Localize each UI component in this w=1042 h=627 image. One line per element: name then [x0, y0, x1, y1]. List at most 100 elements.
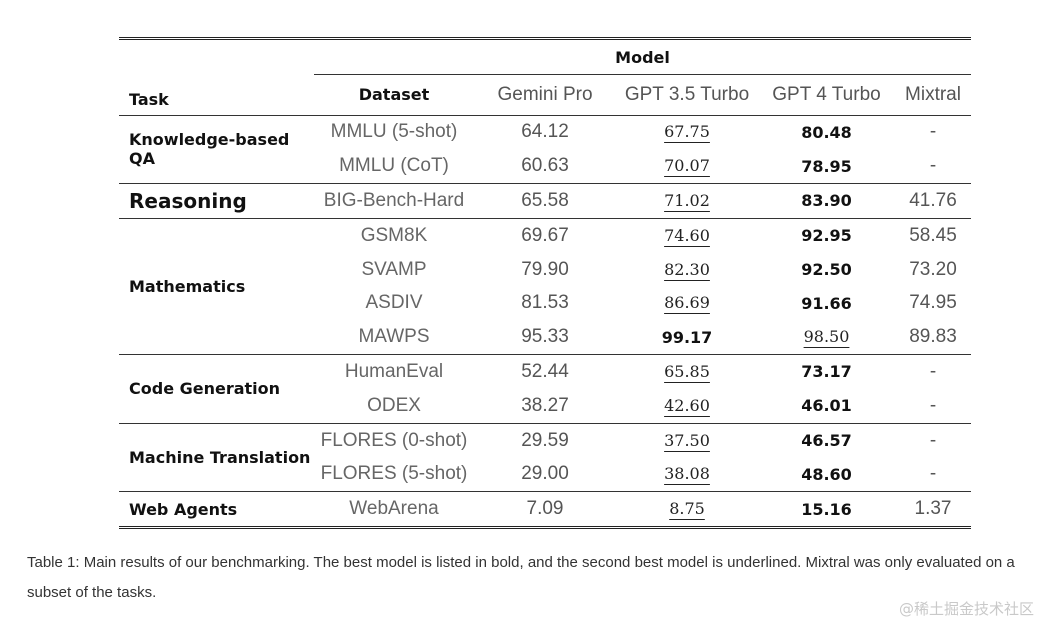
- best-value: 92.50: [801, 260, 852, 280]
- value-cell: 37.50: [616, 423, 758, 457]
- task-label: Code Generation: [119, 354, 314, 424]
- value-cell: 8.75: [616, 491, 758, 530]
- value-cell: -: [929, 429, 937, 451]
- second-best-value: 65.85: [664, 361, 710, 381]
- table-row: Web Agents WebArena 7.09 8.75 15.16 1.37: [119, 491, 972, 530]
- dataset-cell: FLORES (0-shot): [320, 429, 468, 451]
- value-cell: 60.63: [474, 149, 616, 185]
- value-cell: 7.09: [474, 491, 616, 530]
- table-row: Reasoning BIG-Bench-Hard 65.58 71.02 83.…: [119, 183, 972, 219]
- model-header-gemini-pro: Gemini Pro: [474, 74, 616, 116]
- value-cell: 65.85: [616, 355, 758, 389]
- table-row: ASDIV 81.53 86.69 91.66 74.95: [119, 286, 971, 320]
- value-cell: 79.90: [521, 258, 569, 280]
- value-cell: 52.44: [521, 360, 569, 382]
- table-row: Code Generation HumanEval 52.44 65.85 73…: [119, 354, 971, 424]
- value-cell: -: [929, 121, 937, 143]
- watermark: @稀土掘金技术社区: [898, 600, 1034, 618]
- value-cell: 42.60: [616, 388, 758, 424]
- dataset-cell: SVAMP: [361, 258, 427, 280]
- second-best-value: 70.07: [664, 156, 710, 176]
- value-cell: 69.67: [521, 224, 569, 246]
- best-value: 46.01: [758, 388, 895, 424]
- table-row: FLORES (5-shot) 29.00 38.08 48.60 -: [119, 457, 972, 493]
- value-cell: 1.37: [895, 491, 972, 530]
- best-value: 46.57: [801, 431, 852, 451]
- value-cell: -: [929, 360, 937, 382]
- value-cell: 67.75: [616, 115, 758, 149]
- results-table: Model Task Dataset Gemini Pro GPT 3.5 Tu…: [119, 37, 972, 530]
- task-column-header: Task: [119, 74, 314, 116]
- table-row: ODEX 38.27 42.60 46.01 -: [119, 388, 972, 424]
- value-cell: 95.33: [474, 320, 616, 356]
- dataset-cell: FLORES (5-shot): [314, 457, 474, 493]
- table-row: Mathematics GSM8K 69.67 74.60 92.95 58.4…: [119, 218, 971, 356]
- task-label: Web Agents: [119, 491, 314, 530]
- best-value: 73.17: [801, 362, 852, 382]
- second-best-value: 71.02: [664, 190, 710, 210]
- value-cell: -: [895, 388, 972, 424]
- dataset-cell: BIG-Bench-Hard: [314, 183, 474, 219]
- model-header-mixtral: Mixtral: [895, 74, 972, 116]
- second-best-value: 38.08: [664, 464, 710, 484]
- value-cell: 58.45: [909, 224, 957, 246]
- dataset-cell: ASDIV: [365, 292, 423, 314]
- best-value: 80.48: [801, 122, 852, 142]
- second-best-value: 42.60: [664, 395, 710, 415]
- value-cell: 74.95: [909, 292, 957, 314]
- value-cell: 38.27: [474, 388, 616, 424]
- table-row: MMLU (CoT) 60.63 70.07 78.95 -: [119, 149, 972, 185]
- value-cell: 38.08: [616, 457, 758, 493]
- task-label: Knowledge-based QA: [119, 115, 314, 185]
- best-value: 15.16: [758, 491, 895, 530]
- task-label: Machine Translation: [119, 423, 314, 493]
- value-cell: 71.02: [616, 183, 758, 219]
- second-best-value: 67.75: [664, 122, 710, 142]
- dataset-cell: WebArena: [314, 491, 474, 530]
- best-value: 83.90: [758, 183, 895, 219]
- second-best-value: 98.50: [803, 327, 850, 347]
- dataset-cell: ODEX: [314, 388, 474, 424]
- value-cell: 89.83: [895, 320, 972, 356]
- table-caption: Table 1: Main results of our benchmarkin…: [27, 554, 1015, 601]
- table-row: SVAMP 79.90 82.30 92.50 73.20: [119, 253, 971, 287]
- dataset-cell: MMLU (CoT): [314, 149, 474, 185]
- dataset-cell: MAWPS: [314, 320, 474, 356]
- best-value: 99.17: [616, 320, 758, 356]
- model-group-header: Model: [314, 38, 972, 75]
- value-cell: 29.59: [521, 429, 569, 451]
- dataset-cell: MMLU (5-shot): [330, 121, 458, 143]
- model-header-gpt-3-5-turbo: GPT 3.5 Turbo: [616, 74, 758, 116]
- best-value: 78.95: [758, 149, 895, 185]
- dataset-cell: GSM8K: [360, 224, 428, 246]
- value-cell: -: [895, 149, 972, 185]
- value-cell: 86.69: [616, 286, 758, 320]
- second-best-value: 82.30: [664, 259, 710, 279]
- value-cell: 64.12: [521, 121, 569, 143]
- value-cell: 73.20: [909, 258, 957, 280]
- results-table-container: Model Task Dataset Gemini Pro GPT 3.5 Tu…: [119, 37, 972, 530]
- second-best-value: 8.75: [669, 499, 705, 519]
- second-best-value: 86.69: [664, 293, 710, 313]
- task-label: Mathematics: [119, 218, 314, 356]
- value-cell: 41.76: [895, 183, 972, 219]
- value-cell: -: [895, 457, 972, 493]
- best-value: 48.60: [758, 457, 895, 493]
- best-value: 92.95: [801, 226, 852, 246]
- value-cell: 81.53: [521, 292, 569, 314]
- value-cell: 65.58: [474, 183, 616, 219]
- header-spacer: [119, 39, 314, 75]
- value-cell: 29.00: [474, 457, 616, 493]
- dataset-cell: HumanEval: [344, 360, 444, 382]
- second-best-value: 74.60: [664, 225, 710, 245]
- value-cell: 70.07: [616, 149, 758, 185]
- value-cell: 82.30: [616, 253, 758, 287]
- dataset-column-header: Dataset: [314, 74, 474, 116]
- table-row: Knowledge-based QA MMLU (5-shot) 64.12 6…: [119, 115, 971, 185]
- model-header-gpt-4-turbo: GPT 4 Turbo: [758, 74, 895, 116]
- table-row: Machine Translation FLORES (0-shot) 29.5…: [119, 423, 971, 493]
- table-row: MAWPS 95.33 99.17 98.50 89.83: [119, 320, 972, 356]
- best-value: 91.66: [801, 293, 852, 313]
- second-best-value: 37.50: [664, 430, 710, 450]
- task-label: Reasoning: [119, 183, 314, 219]
